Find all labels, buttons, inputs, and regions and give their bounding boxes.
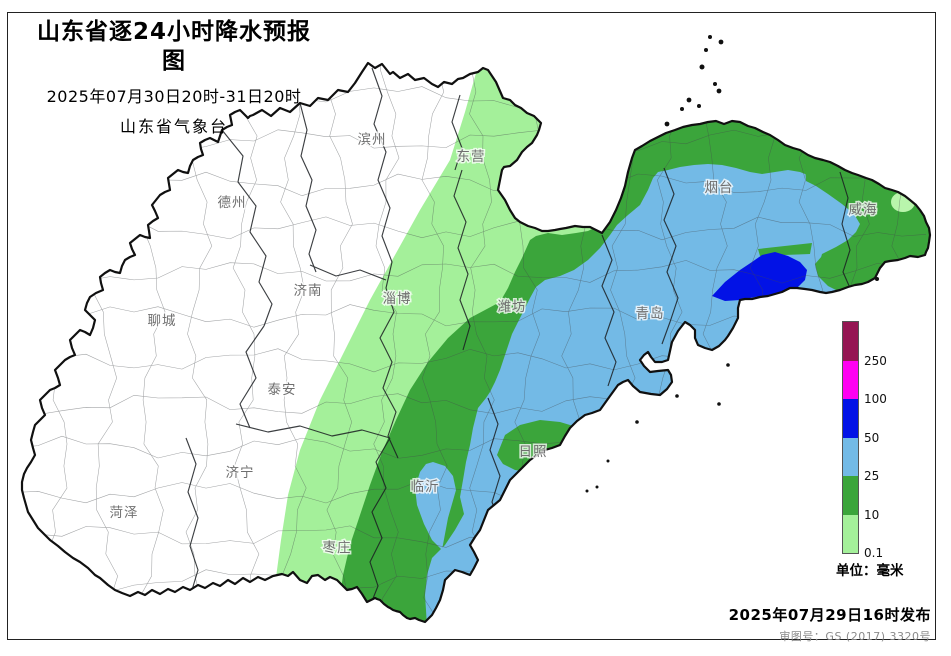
city-labels: 滨州东营德州济南聊城 淄博潍坊 烟台威海青岛泰安济宁菏泽 日照临沂枣庄 [108,131,878,558]
prefecture-boundaries [185,67,851,607]
city-label-日照: 日照 [519,444,548,460]
page-title: 山东省逐24小时降水预报图 [36,19,311,74]
city-label-德州: 德州 [218,195,247,211]
city-label-滨州: 滨州 [358,132,387,148]
legend-value-0.1: 0.1 [864,546,884,560]
footer: 2025年07月29日16时发布 审图号：GS (2017) 3320号 [729,604,931,644]
map-approval-number: 审图号：GS (2017) 3320号 [779,630,931,643]
city-label-泰安: 泰安 [268,382,297,398]
region-linyi-blue-patch [415,462,456,550]
legend-band-0.1 [843,514,858,553]
forecast-period: 2025年07月30日20时-31日20时 [46,86,302,106]
city-label-青岛: 青岛 [636,306,665,322]
city-label-济南: 济南 [294,283,323,299]
publish-time: 2025年07月29日16时发布 [728,606,931,624]
city-label-潍坊: 潍坊 [498,299,527,315]
map-frame [7,12,936,640]
legend-band-50 [843,399,858,438]
legend-value-100: 100 [864,392,887,406]
legend-band-250 [843,322,858,361]
city-label-济宁: 济宁 [226,464,255,481]
islands [585,35,879,493]
city-label-东营: 东营 [457,149,486,165]
city-label-威海: 威海 [849,202,878,218]
legend-band-100 [843,360,858,399]
city-label-枣庄: 枣庄 [323,539,352,556]
city-label-菏泽: 菏泽 [110,505,139,521]
legend-band-10 [843,476,858,515]
city-label-临沂: 临沂 [411,479,440,495]
legend-band-25 [843,437,858,476]
city-label-淄博: 淄博 [383,290,412,307]
agency-name: 山东省气象台 [119,116,228,136]
city-label-聊城: 聊城 [148,313,177,329]
legend-value-25: 25 [864,469,880,483]
region-coastal-green-strip [758,243,812,256]
legend-color-bar [842,321,859,554]
region-rain-50-100-coast [712,252,807,301]
province-outline [20,61,932,624]
legend-value-50: 50 [864,430,880,445]
city-label-烟台: 烟台 [705,180,734,196]
legend-unit-label: 单位：毫米 [836,563,904,579]
legend-value-250: 250 [864,353,887,368]
title-block: 山东省逐24小时降水预报图 2025年07月30日20时-31日20时 山东省气… [28,18,320,137]
legend-value-10: 10 [864,507,880,522]
